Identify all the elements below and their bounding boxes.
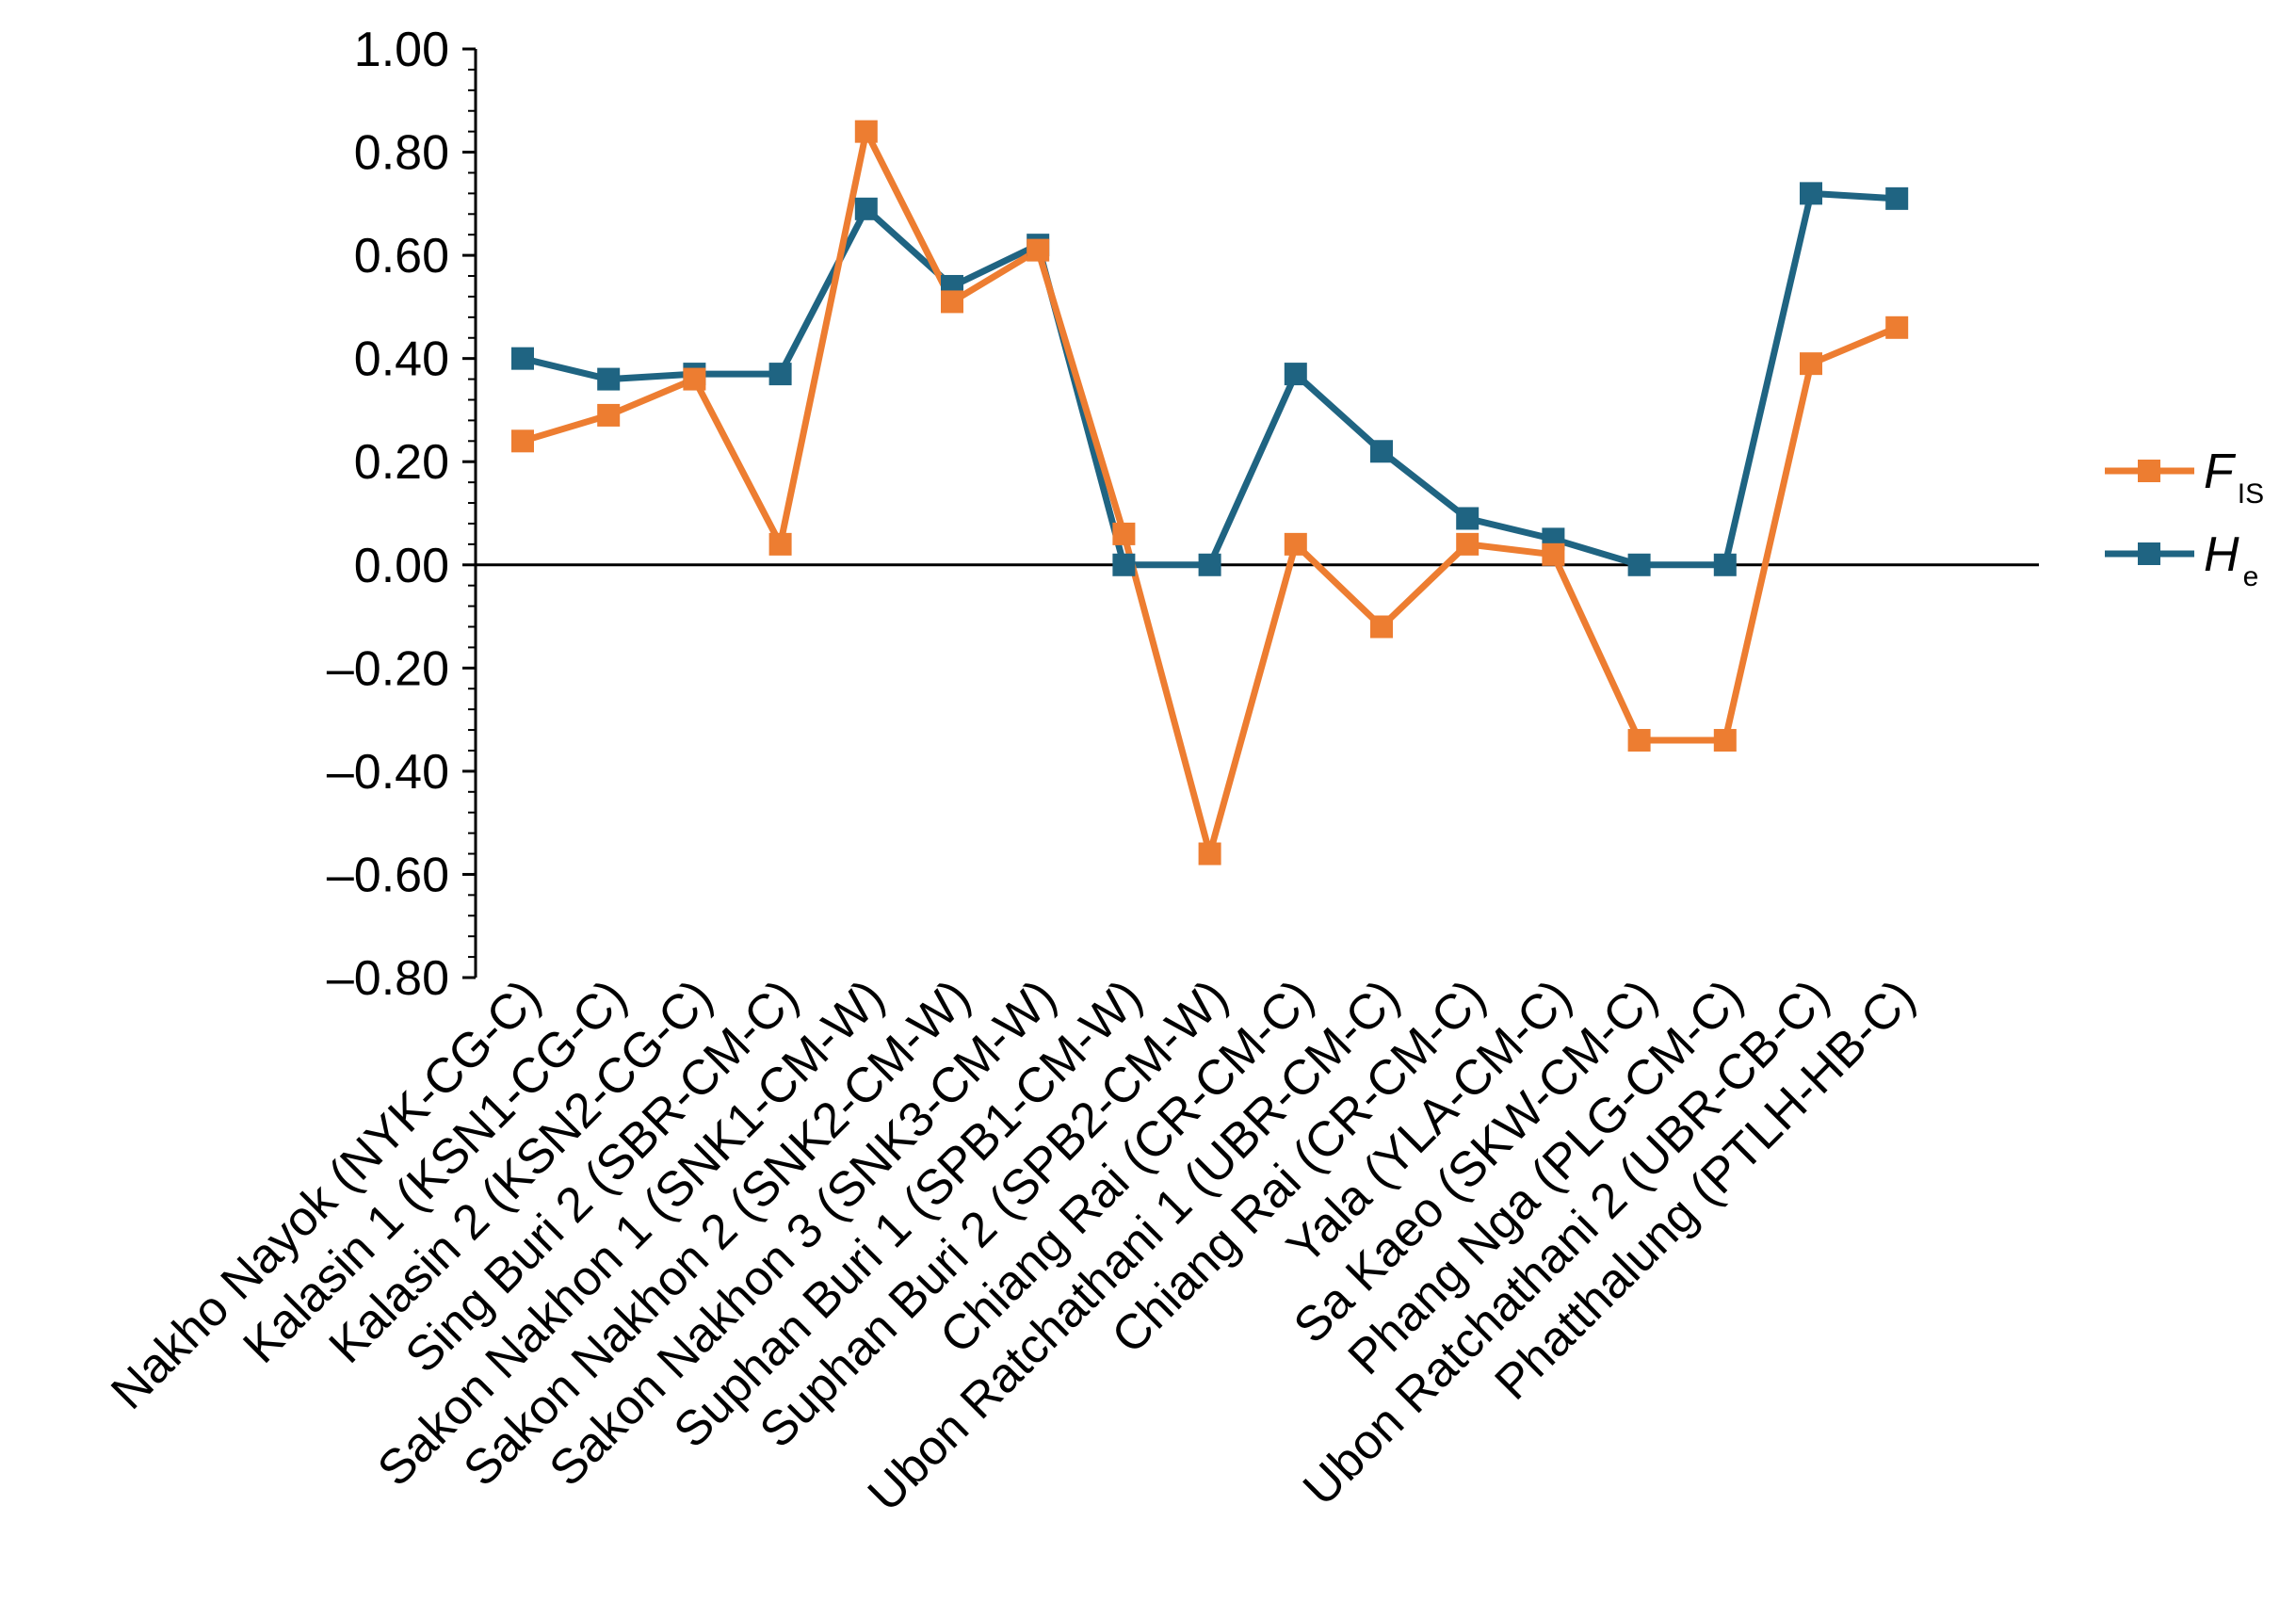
y-tick-label: 1.00 <box>354 23 449 77</box>
data-point-f-is <box>1370 615 1393 639</box>
data-point-f-is <box>1627 729 1651 752</box>
data-point-f-is <box>1542 542 1565 566</box>
y-tick-label: –0.80 <box>327 951 449 1006</box>
series-line-f-is <box>521 128 1899 858</box>
data-point-h-e <box>1198 553 1221 576</box>
y-tick-label: –0.20 <box>327 641 449 696</box>
axes-layer: 1.00 0.80 0.60 0.40 0.20 0.00 –0.20 –0.40 –0.60 –… <box>327 23 2039 1006</box>
data-point-f-is <box>1800 352 1822 376</box>
data-point-h-e <box>1713 553 1737 576</box>
data-point-f-is <box>1713 729 1737 752</box>
legend-label-main: F <box>2204 445 2237 499</box>
data-point-f-is <box>511 429 534 453</box>
data-point-h-e <box>768 363 792 386</box>
y-tick-label: 0.80 <box>354 126 449 181</box>
data-point-f-is <box>1284 532 1307 556</box>
legend-label-subscript: e <box>2243 561 2259 592</box>
legend-swatch-marker <box>2138 460 2160 482</box>
data-point-f-is <box>854 120 878 143</box>
category-labels-layer: Nakho Nayok (NYK-CG-C)Kalasin 1 (KSN1-CG… <box>101 969 1925 1522</box>
data-point-f-is <box>1456 532 1479 556</box>
data-point-f-is <box>941 290 963 314</box>
markers-layer <box>511 120 1909 866</box>
series-line-h-e <box>522 189 1898 569</box>
y-tick-label: –0.40 <box>327 745 449 800</box>
data-point-h-e <box>1112 553 1136 576</box>
data-point-h-e <box>854 197 878 220</box>
legend: F IS H e <box>2105 445 2264 592</box>
legend-label: F IS <box>2204 445 2264 510</box>
series-lines-layer <box>521 128 1899 858</box>
data-point-h-e <box>1800 182 1822 205</box>
y-tick-label: –0.60 <box>327 848 449 902</box>
data-point-f-is <box>683 367 706 391</box>
data-point-h-e <box>1370 440 1393 463</box>
data-point-f-is <box>597 403 621 427</box>
data-point-h-e <box>1885 186 1909 210</box>
y-tick-label: 0.40 <box>354 332 449 387</box>
data-point-f-is <box>1885 316 1909 339</box>
data-point-f-is <box>768 532 792 556</box>
legend-label-subscript: IS <box>2238 478 2264 510</box>
data-point-h-e <box>1456 507 1479 530</box>
y-tick-label: 0.20 <box>354 435 449 490</box>
legend-label-main: H <box>2204 527 2239 582</box>
data-point-h-e <box>1627 553 1651 576</box>
data-point-f-is <box>1027 238 1050 262</box>
data-point-h-e <box>511 347 534 370</box>
legend-swatch-marker <box>2138 542 2160 565</box>
data-point-f-is <box>1112 522 1136 545</box>
y-tick-label: 0.00 <box>354 539 449 593</box>
y-tick-label: 0.60 <box>354 229 449 283</box>
data-point-f-is <box>1198 842 1221 866</box>
data-point-h-e <box>597 367 621 391</box>
data-point-h-e <box>1284 363 1307 386</box>
